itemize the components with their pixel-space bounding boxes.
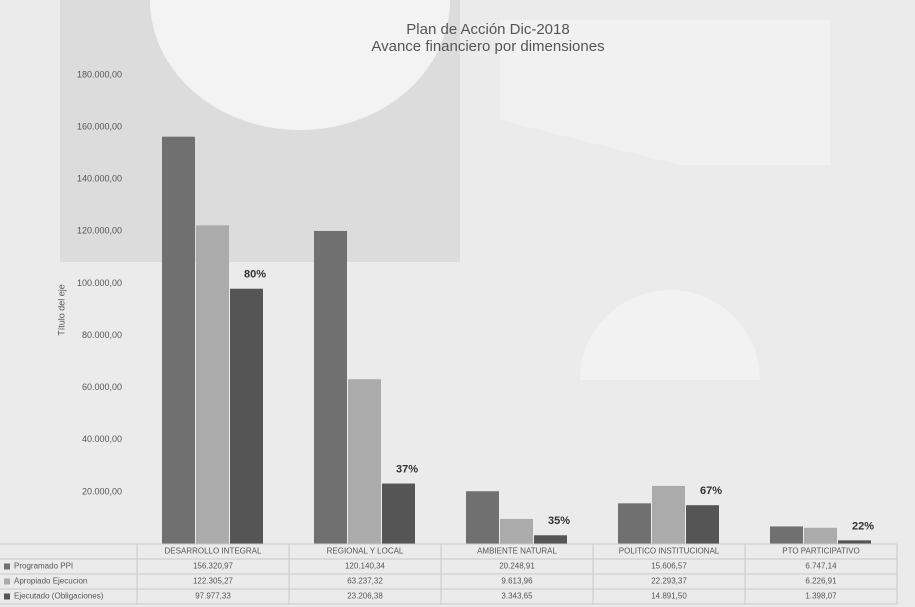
bar [382, 483, 415, 544]
annotation: 67% [700, 485, 722, 497]
y-axis-title: Título del eje [56, 284, 66, 336]
table-value: 120.140,34 [345, 562, 386, 571]
bar [500, 518, 533, 544]
bar [838, 540, 871, 544]
table-value: 156.320,97 [193, 562, 234, 571]
table-value: 122.305,27 [193, 577, 234, 586]
table-value: 20.248,91 [499, 562, 535, 571]
bar [466, 491, 499, 544]
decor [150, 0, 450, 130]
y-tick-label: 120.000,00 [77, 226, 122, 236]
table-value: 3.343,65 [501, 592, 533, 601]
annotation: 80% [244, 269, 266, 281]
bar [314, 230, 347, 545]
x-tick-label: AMBIENTE NATURAL [477, 547, 557, 556]
bar [770, 526, 803, 544]
x-tick-label: DESARROLLO INTEGRAL [165, 547, 262, 556]
decor [500, 20, 830, 165]
bar [804, 527, 837, 544]
bar [196, 225, 229, 544]
y-tick-label: 40.000,00 [82, 434, 122, 444]
annotation: 35% [548, 515, 570, 527]
annotation: 22% [852, 520, 874, 532]
table-value: 1.398,07 [805, 592, 837, 601]
table-value: 97.977,33 [195, 592, 231, 601]
bar [534, 535, 567, 544]
bar [686, 505, 719, 544]
x-tick-label: POLITICO INSTITUCIONAL [619, 547, 720, 556]
y-tick-label: 180.000,00 [77, 69, 122, 79]
legend-label: Programado PPI [14, 562, 73, 571]
legend-label: Ejecutado (Obligaciones) [14, 592, 104, 601]
bar [230, 288, 263, 544]
table-value: 63.237,32 [347, 577, 383, 586]
y-tick-label: 160.000,00 [77, 121, 122, 131]
y-tick-label: 140.000,00 [77, 174, 122, 184]
y-tick-label: 20.000,00 [82, 486, 122, 496]
x-tick-label: PTO PARTICIPATIVO [782, 547, 860, 556]
x-tick-label: REGIONAL Y LOCAL [327, 547, 404, 556]
table-value: 15.606,57 [651, 562, 687, 571]
legend-swatch [4, 563, 10, 570]
table-value: 14.891,50 [651, 592, 687, 601]
decor [580, 290, 760, 380]
table-value: 22.293,37 [651, 577, 687, 586]
table-value: 6.226,91 [805, 577, 837, 586]
legend-swatch [4, 593, 10, 600]
legend-swatch [4, 578, 10, 585]
y-tick-label: 80.000,00 [82, 330, 122, 340]
bar [652, 485, 685, 544]
table-value: 9.613,96 [501, 577, 533, 586]
chart-title: Plan de Acción Dic-2018 [406, 21, 569, 38]
bar [618, 503, 651, 544]
table-value: 6.747,14 [805, 562, 837, 571]
bar [348, 379, 381, 544]
table-value: 23.206,38 [347, 592, 383, 601]
annotation: 37% [396, 463, 418, 475]
y-tick-label: 60.000,00 [82, 382, 122, 392]
bar [162, 136, 195, 544]
legend-label: Apropiado Ejecucion [14, 577, 87, 586]
chart-subtitle: Avance financiero por dimensiones [371, 38, 604, 55]
y-tick-label: 100.000,00 [77, 278, 122, 288]
